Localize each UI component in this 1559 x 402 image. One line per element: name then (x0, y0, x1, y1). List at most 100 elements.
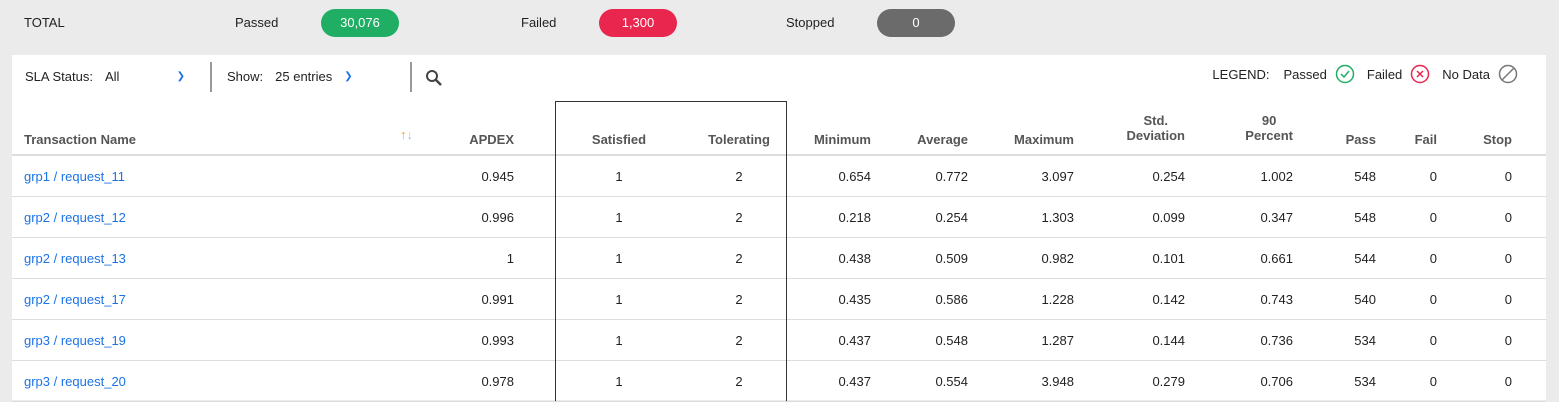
table-row: grp2 / request_17 0.991 1 2 0.435 0.586 1.228 0… (12, 279, 1546, 320)
show-entries-select[interactable]: Show: 25 entries ❯ (227, 69, 353, 84)
average-cell: 0.586 (935, 291, 968, 307)
fail-cell: 0 (1429, 373, 1437, 389)
legend-failed-label: Failed (1366, 66, 1403, 82)
maximum-cell: 0.982 (1041, 250, 1074, 266)
legend-passed-label: Passed (1283, 66, 1327, 82)
apdex-cell: 0.991 (481, 291, 514, 307)
minimum-cell: 0.654 (838, 168, 871, 184)
satisfied-cell: 1 (615, 168, 623, 184)
std-deviation-cell: 0.099 (1152, 209, 1185, 225)
average-cell: 0.554 (935, 373, 968, 389)
stopped-label: Stopped (786, 15, 835, 30)
table-row: grp1 / request_11 0.945 1 2 0.654 0.772 3.097 0… (12, 156, 1546, 197)
sort-icon[interactable]: ↑↓ (400, 127, 413, 142)
transaction-name-link[interactable]: grp2 / request_17 (24, 291, 126, 307)
maximum-cell: 3.097 (1041, 168, 1074, 184)
table-row: grp2 / request_13 1 1 2 0.438 0.509 0.982 0.101… (12, 238, 1546, 279)
results-panel: SLA Status: All ❯ Show: 25 entries ❯ LEG… (12, 55, 1546, 402)
minimum-cell: 0.438 (838, 250, 871, 266)
tolerating-cell: 2 (735, 373, 743, 389)
std-deviation-cell: 0.254 (1152, 168, 1185, 184)
pass-cell: 548 (1354, 168, 1376, 184)
stop-cell: 0 (1504, 250, 1512, 266)
stop-cell: 0 (1504, 332, 1512, 348)
col-satisfied[interactable]: Satisfied (591, 132, 647, 147)
satisfied-cell: 1 (615, 250, 623, 266)
legend-no-data-label: No Data (1442, 66, 1490, 82)
fail-cell: 0 (1429, 332, 1437, 348)
satisfied-cell: 1 (615, 332, 623, 348)
stop-cell: 0 (1504, 291, 1512, 307)
transaction-name-link[interactable]: grp2 / request_12 (24, 209, 126, 225)
chevron-down-icon: ❯ (344, 71, 353, 82)
legend: LEGEND: Passed Failed No Data (1212, 64, 1518, 84)
search-icon[interactable] (425, 69, 443, 90)
maximum-cell: 1.228 (1041, 291, 1074, 307)
col-average[interactable]: Average (917, 132, 968, 147)
divider (410, 62, 412, 92)
total-label: TOTAL (24, 15, 65, 30)
pass-cell: 534 (1354, 332, 1376, 348)
minimum-cell: 0.435 (838, 291, 871, 307)
average-cell: 0.254 (935, 209, 968, 225)
fail-cell: 0 (1429, 250, 1437, 266)
table-row: grp3 / request_20 0.978 1 2 0.437 0.554 3.948 0… (12, 361, 1546, 402)
col-fail[interactable]: Fail (1414, 132, 1437, 147)
maximum-cell: 3.948 (1041, 373, 1074, 389)
col-transaction-name[interactable]: Transaction Name (24, 132, 136, 147)
pass-cell: 534 (1354, 373, 1376, 389)
percent-90-cell: 0.706 (1260, 373, 1293, 389)
fail-cell: 0 (1429, 168, 1437, 184)
tolerating-cell: 2 (735, 168, 743, 184)
pass-cell: 540 (1354, 291, 1376, 307)
col-minimum[interactable]: Minimum (813, 132, 871, 147)
legend-label: LEGEND: (1212, 66, 1270, 82)
sla-status-select[interactable]: SLA Status: All ❯ (25, 69, 185, 84)
percent-90-cell: 0.736 (1260, 332, 1293, 348)
tolerating-cell: 2 (735, 250, 743, 266)
satisfied-cell: 1 (615, 291, 623, 307)
satisfied-cell: 1 (615, 373, 623, 389)
col-std-deviation[interactable]: Std. Deviation (1090, 113, 1201, 143)
table-header: Transaction Name ↑↓ APDEX Satisfied Tole… (12, 101, 1546, 156)
col-apdex[interactable]: APDEX (469, 132, 514, 147)
table-row: grp2 / request_12 0.996 1 2 0.218 0.254 1.303 0… (12, 197, 1546, 238)
check-circle-icon (1335, 64, 1355, 84)
stop-cell: 0 (1504, 373, 1512, 389)
failed-count-badge: 1,300 (599, 9, 677, 37)
percent-90-cell: 0.743 (1260, 291, 1293, 307)
stop-cell: 0 (1504, 168, 1512, 184)
transaction-name-link[interactable]: grp1 / request_11 (24, 168, 125, 184)
transaction-name-link[interactable]: grp3 / request_20 (24, 373, 126, 389)
show-value: 25 entries (275, 69, 333, 84)
fail-cell: 0 (1429, 291, 1437, 307)
show-label: Show: (227, 69, 264, 84)
maximum-cell: 1.303 (1041, 209, 1074, 225)
passed-count-badge: 30,076 (321, 9, 399, 37)
sla-status-value: All (104, 69, 120, 84)
header-line: Deviation (1126, 127, 1185, 143)
transaction-name-link[interactable]: grp3 / request_19 (24, 332, 126, 348)
col-stop[interactable]: Stop (1483, 132, 1512, 147)
divider (210, 62, 212, 92)
apdex-cell: 0.996 (481, 209, 514, 225)
maximum-cell: 1.287 (1041, 332, 1074, 348)
header-line: Std. (1143, 112, 1169, 128)
header-line: 90 (1261, 112, 1277, 128)
apdex-cell: 0.945 (481, 168, 514, 184)
percent-90-cell: 1.002 (1260, 168, 1293, 184)
apdex-cell: 0.978 (481, 373, 514, 389)
col-maximum[interactable]: Maximum (1014, 132, 1074, 147)
col-90-percent[interactable]: 90 Percent (1201, 113, 1309, 143)
pass-cell: 544 (1354, 250, 1376, 266)
apdex-cell: 1 (506, 250, 514, 266)
pass-cell: 548 (1354, 209, 1376, 225)
failed-label: Failed (521, 15, 557, 30)
col-pass[interactable]: Pass (1345, 132, 1376, 147)
col-tolerating[interactable]: Tolerating (708, 132, 770, 147)
std-deviation-cell: 0.144 (1152, 332, 1185, 348)
x-circle-icon (1411, 64, 1430, 84)
transaction-name-link[interactable]: grp2 / request_13 (24, 250, 126, 266)
std-deviation-cell: 0.279 (1152, 373, 1185, 389)
tolerating-cell: 2 (735, 332, 743, 348)
